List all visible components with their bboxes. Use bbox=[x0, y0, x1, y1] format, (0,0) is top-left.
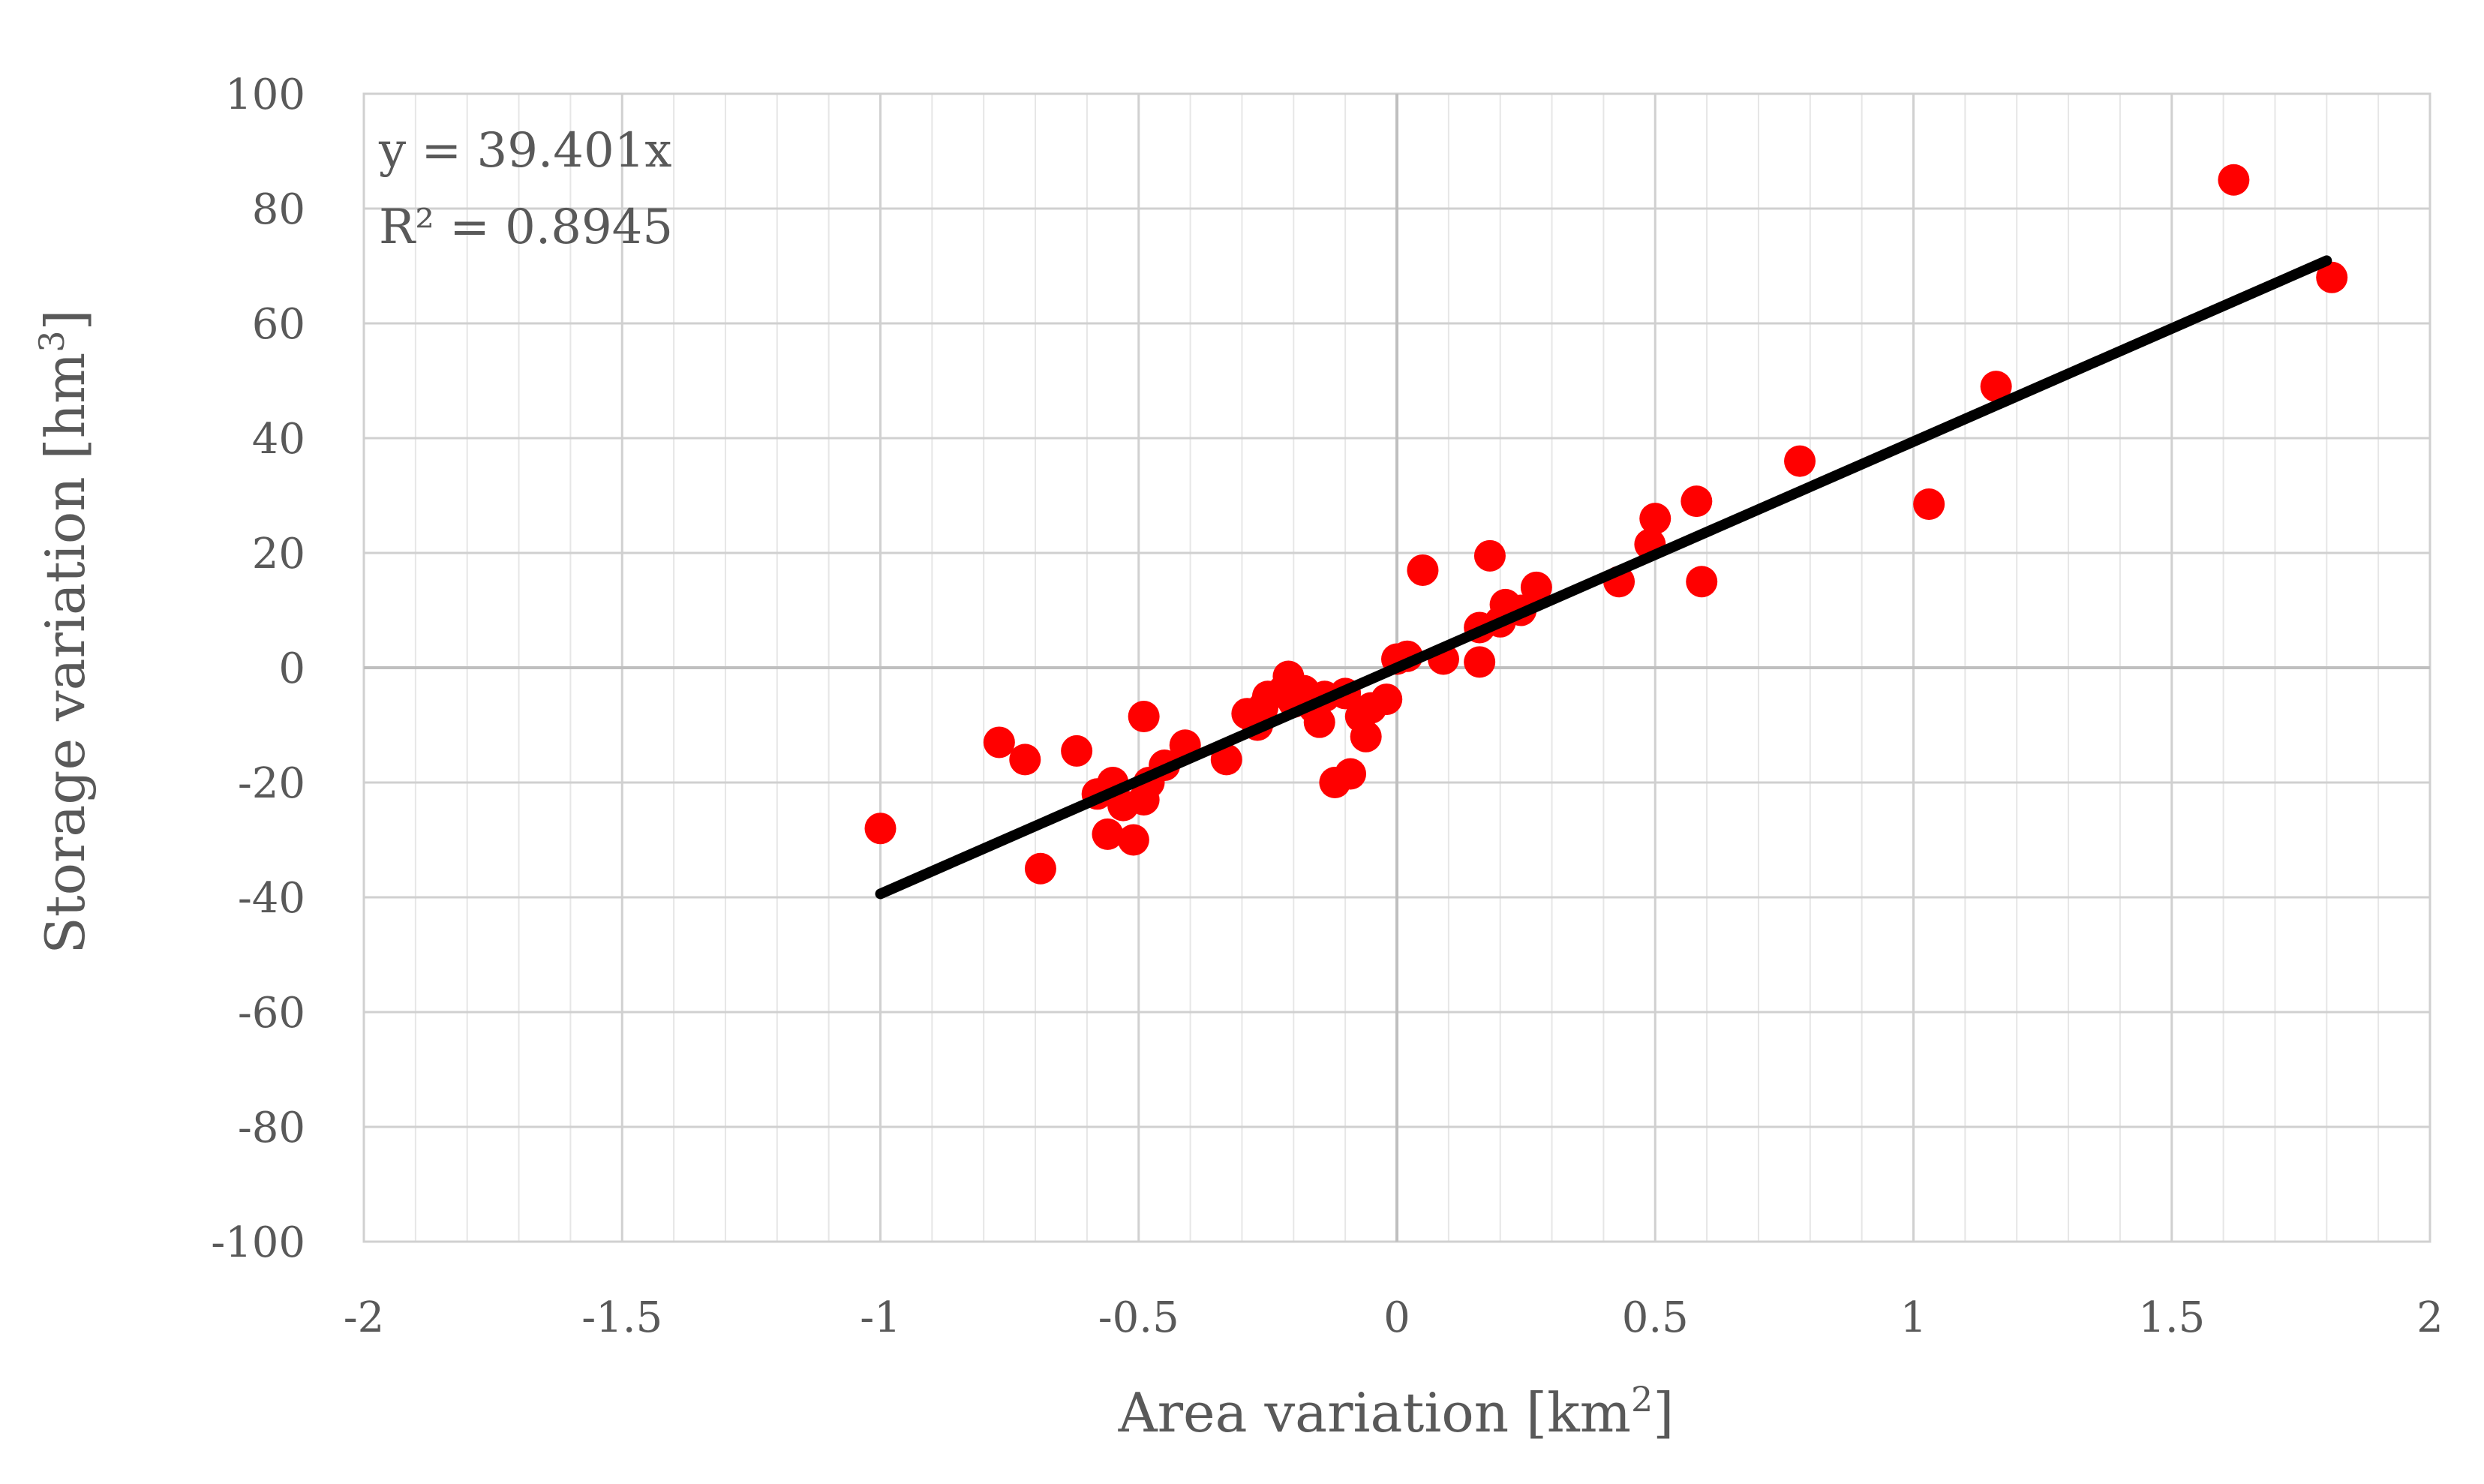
x-tick-label: 0 bbox=[1383, 1293, 1410, 1342]
data-point bbox=[1407, 554, 1439, 586]
data-point bbox=[983, 726, 1015, 759]
data-point bbox=[2316, 261, 2348, 293]
x-tick-label: -0.5 bbox=[1098, 1293, 1179, 1342]
x-tick-label: -1.5 bbox=[581, 1293, 662, 1342]
data-point bbox=[1350, 720, 1382, 753]
y-tick-label: -100 bbox=[211, 1218, 305, 1267]
y-tick-label: 0 bbox=[278, 644, 305, 693]
y-tick-label: -20 bbox=[238, 759, 305, 808]
trendline-equation: y = 39.401x bbox=[378, 123, 672, 179]
data-point bbox=[1009, 744, 1041, 776]
data-point bbox=[1117, 824, 1149, 856]
y-axis-title: Storage variation [hm3] bbox=[32, 309, 97, 954]
data-point bbox=[1371, 683, 1403, 716]
data-point bbox=[1686, 566, 1718, 598]
trendline-layer bbox=[875, 255, 2332, 900]
y-tick-label: 40 bbox=[252, 415, 305, 464]
y-axis-title-suffix: ] bbox=[34, 309, 97, 330]
data-point bbox=[1464, 646, 1496, 678]
data-point bbox=[1520, 571, 1552, 603]
x-axis-title-suffix: ] bbox=[1653, 1381, 1674, 1444]
tick-labels: -2 -1.5 -1 -0.5 0 0.5 1 1.5 2 -100 -80 -60 -40 -20 0 20… bbox=[211, 71, 2443, 1342]
y-tick-label: 60 bbox=[252, 300, 305, 349]
y-axis-title-sup: 3 bbox=[32, 331, 72, 353]
y-tick-label: 100 bbox=[225, 71, 305, 119]
x-tick-label: 2 bbox=[2416, 1293, 2443, 1342]
data-point bbox=[1303, 706, 1335, 738]
y-axis-title-text: Storage variation [hm bbox=[34, 353, 97, 954]
r-squared-label: R² = 0.8945 bbox=[379, 200, 673, 255]
data-point bbox=[1128, 701, 1160, 733]
data-point bbox=[1639, 503, 1672, 535]
x-tick-label: 1.5 bbox=[2138, 1293, 2205, 1342]
data-point bbox=[1473, 539, 1506, 572]
data-point bbox=[1681, 485, 1713, 518]
data-point bbox=[864, 813, 897, 845]
data-point bbox=[2218, 164, 2250, 196]
x-tick-label: 1 bbox=[1900, 1293, 1927, 1342]
x-axis-title: Area variation [km2] bbox=[1118, 1379, 1675, 1444]
data-point bbox=[1980, 371, 2012, 403]
data-point bbox=[1913, 488, 1945, 520]
trendline bbox=[875, 255, 2332, 900]
x-tick-label: -1 bbox=[860, 1293, 901, 1342]
data-point bbox=[1024, 852, 1056, 885]
data-point bbox=[1061, 734, 1093, 767]
data-point bbox=[1335, 758, 1367, 790]
y-tick-label: -40 bbox=[238, 874, 305, 923]
x-axis-title-sup: 2 bbox=[1631, 1379, 1653, 1419]
y-tick-label: -60 bbox=[238, 989, 305, 1038]
data-point bbox=[1092, 818, 1124, 850]
data-point bbox=[1784, 445, 1816, 477]
x-tick-label: 0.5 bbox=[1622, 1293, 1689, 1342]
x-axis-title-text: Area variation [km bbox=[1118, 1381, 1631, 1444]
data-point bbox=[1210, 744, 1242, 776]
x-tick-label: -2 bbox=[344, 1293, 385, 1342]
y-tick-label: 20 bbox=[252, 530, 305, 578]
y-tick-label: 80 bbox=[252, 185, 305, 234]
y-tick-label: -80 bbox=[238, 1104, 305, 1152]
